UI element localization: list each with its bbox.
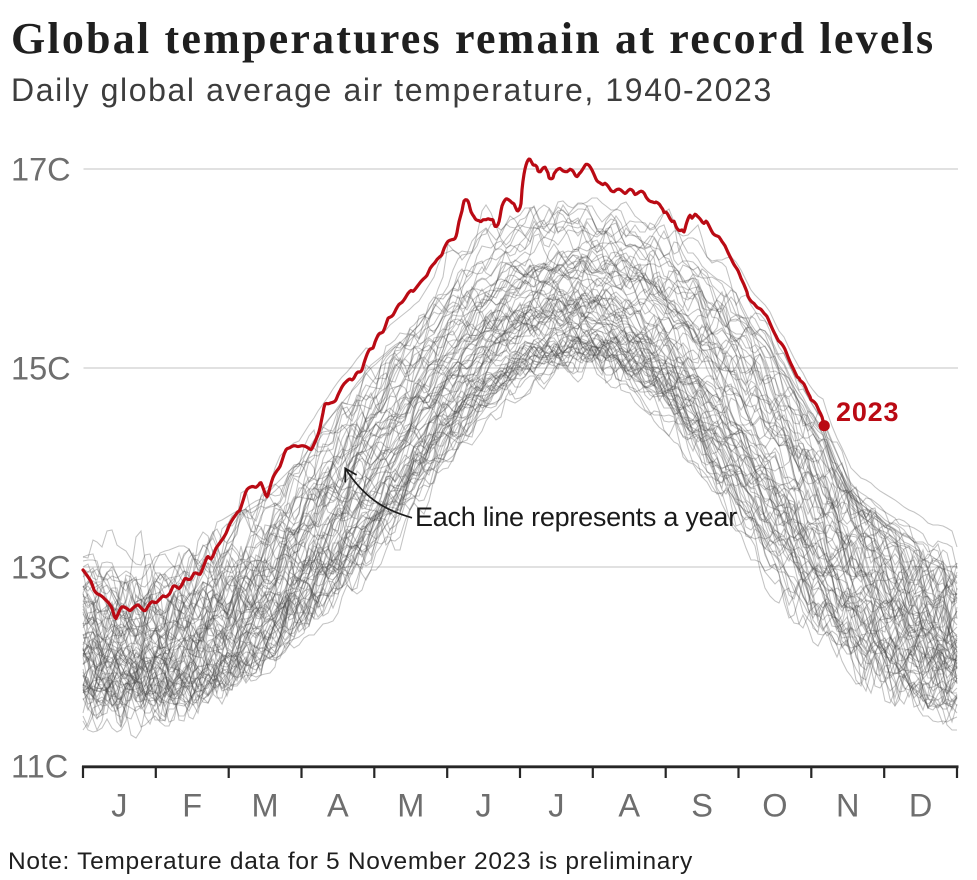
svg-text:Note: Temperature data for 5 N: Note: Temperature data for 5 November 20… [8,848,693,875]
svg-text:S: S [691,788,713,824]
svg-text:2023: 2023 [836,397,899,427]
svg-text:J: J [111,788,127,824]
svg-text:11C: 11C [11,749,68,785]
svg-text:M: M [252,788,279,824]
svg-text:J: J [475,788,491,824]
svg-text:17C: 17C [11,152,71,188]
svg-text:Each line represents a year: Each line represents a year [415,502,737,532]
svg-text:J: J [548,788,564,824]
svg-text:15C: 15C [11,351,71,387]
svg-text:Daily global average air tempe: Daily global average air temperature, 19… [11,72,773,108]
svg-text:A: A [327,788,349,824]
svg-text:O: O [762,788,787,824]
svg-text:F: F [182,788,202,824]
svg-text:Global temperatures remain at: Global temperatures remain at record lev… [11,14,935,63]
svg-text:D: D [909,788,932,824]
svg-text:M: M [397,788,424,824]
svg-text:A: A [618,788,640,824]
svg-text:N: N [836,788,859,824]
svg-text:13C: 13C [11,550,71,586]
